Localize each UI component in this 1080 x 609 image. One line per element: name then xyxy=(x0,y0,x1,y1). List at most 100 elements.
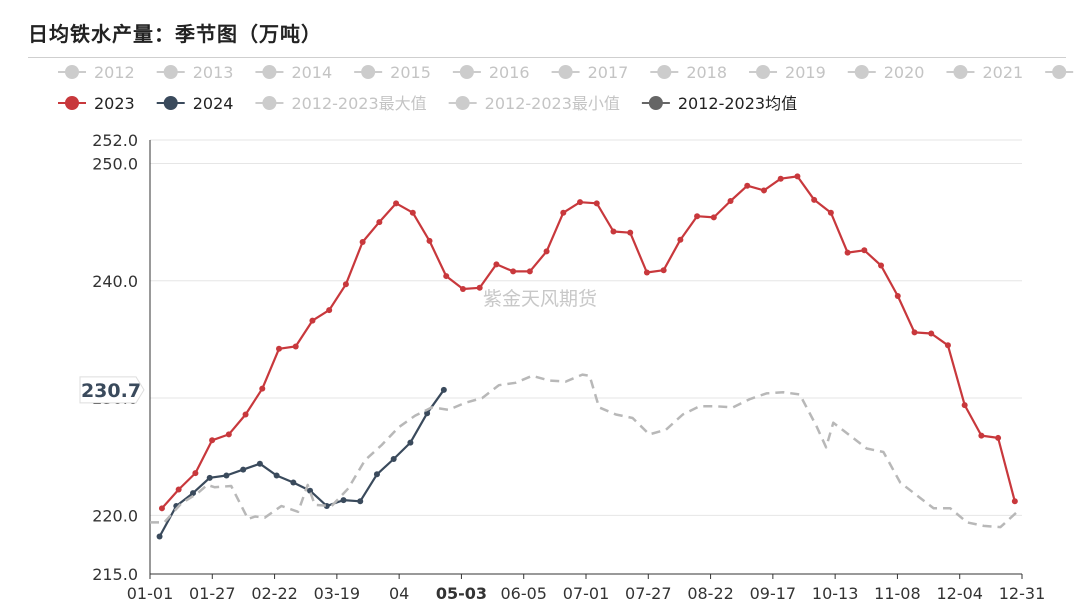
data-point xyxy=(526,268,533,275)
legend-item-2019[interactable]: 2019 xyxy=(749,63,826,82)
legend-label: 2013 xyxy=(193,63,234,82)
legend-item-2020[interactable]: 2020 xyxy=(847,63,925,82)
legend-label: 2012-2023最大值 xyxy=(291,94,426,113)
data-point xyxy=(928,330,935,337)
data-point xyxy=(407,439,414,446)
y-pointer: 230.7 xyxy=(79,376,145,404)
legend-item-2017[interactable]: 2017 xyxy=(551,63,629,82)
x-tick-label: 11-08 xyxy=(874,584,921,603)
x-tick-label: 12-31 xyxy=(999,584,1046,603)
legend-marker-icon xyxy=(262,65,277,79)
data-point xyxy=(259,385,266,392)
data-point xyxy=(326,307,333,314)
x-tick-label: 12-04 xyxy=(936,584,983,603)
x-tick-label: 04 xyxy=(389,584,409,603)
y-tick-label: 220.0 xyxy=(92,506,138,525)
legend-label: 2012-2023最小值 xyxy=(485,94,620,113)
legend-label: 2012-2023均值 xyxy=(678,94,797,113)
data-point xyxy=(440,386,447,393)
data-point xyxy=(240,466,247,473)
data-point xyxy=(543,248,550,255)
data-point xyxy=(256,460,263,467)
legend-item-2013[interactable]: 2013 xyxy=(156,63,234,82)
legend-marker-icon xyxy=(558,65,573,79)
x-tick-label: 06-05 xyxy=(500,584,547,603)
legend-item-2022[interactable]: 2022 xyxy=(1045,63,1080,82)
data-point xyxy=(660,267,667,274)
data-point xyxy=(794,173,801,180)
y-tick-label: 240.0 xyxy=(92,272,138,291)
series-line-2012-2023均值 xyxy=(150,373,1019,529)
data-point xyxy=(944,342,951,349)
y-pointer-label: 230.7 xyxy=(81,380,141,402)
series-line-2024 xyxy=(158,389,445,538)
data-point xyxy=(844,249,851,256)
data-point xyxy=(894,293,901,300)
data-point xyxy=(978,432,985,439)
legend-marker-icon xyxy=(65,96,79,110)
data-point xyxy=(373,471,380,478)
data-point xyxy=(878,262,885,269)
x-tick-label: 09-17 xyxy=(750,584,797,603)
legend-item-2012-2023均值[interactable]: 2012-2023均值 xyxy=(641,94,797,113)
legend-item-2012-2023最小值[interactable]: 2012-2023最小值 xyxy=(448,94,620,113)
data-point xyxy=(961,402,968,409)
data-point xyxy=(340,497,347,504)
legend[interactable]: 2012 2013 2014 2015 2016 2017 2018 2019 2020 2021… xyxy=(58,63,1080,113)
x-tick-label: 01-27 xyxy=(189,584,236,603)
legend-marker-icon xyxy=(459,65,474,79)
data-point xyxy=(710,214,717,221)
x-tick-label: 07-27 xyxy=(625,584,672,603)
legend-label: 2012 xyxy=(94,63,135,82)
data-point xyxy=(209,437,216,444)
data-point xyxy=(390,456,397,463)
legend-marker-icon xyxy=(657,65,672,79)
legend-item-2024[interactable]: 2024 xyxy=(156,94,234,113)
legend-item-2021[interactable]: 2021 xyxy=(946,63,1023,82)
data-point xyxy=(225,431,232,438)
legend-label: 2018 xyxy=(686,63,727,82)
legend-label: 2020 xyxy=(884,63,925,82)
legend-item-2018[interactable]: 2018 xyxy=(650,63,727,82)
legend-item-2023[interactable]: 2023 xyxy=(58,94,135,113)
data-point xyxy=(560,209,567,216)
data-point xyxy=(393,200,400,207)
data-point xyxy=(744,182,751,189)
data-point xyxy=(861,247,868,254)
legend-marker-icon xyxy=(455,96,470,110)
data-point xyxy=(777,175,784,182)
y-pointer-box xyxy=(79,376,145,404)
data-point xyxy=(424,410,431,417)
data-point xyxy=(827,209,834,216)
legend-label: 2014 xyxy=(291,63,332,82)
title-divider xyxy=(28,57,1066,58)
legend-label: 2015 xyxy=(390,63,431,82)
legend-marker-icon xyxy=(854,65,869,79)
data-point xyxy=(359,239,366,246)
data-point xyxy=(593,200,600,207)
watermark: 紫金天风期货 xyxy=(483,288,597,310)
legend-item-2014[interactable]: 2014 xyxy=(255,63,332,82)
series-group xyxy=(150,173,1019,540)
legend-label: 2017 xyxy=(588,63,629,82)
legend-item-2012-2023最大值[interactable]: 2012-2023最大值 xyxy=(255,94,427,113)
data-point xyxy=(409,209,416,216)
data-point xyxy=(1011,498,1018,505)
data-point xyxy=(156,533,163,540)
data-point xyxy=(276,345,283,352)
x-tick-label: 08-22 xyxy=(687,584,734,603)
legend-marker-icon xyxy=(648,96,663,110)
data-point xyxy=(911,329,918,336)
legend-item-2015[interactable]: 2015 xyxy=(354,63,431,82)
legend-marker-icon xyxy=(953,65,968,79)
legend-label: 2021 xyxy=(982,63,1023,82)
legend-item-2012[interactable]: 2012 xyxy=(58,63,135,82)
legend-label: 2024 xyxy=(193,94,234,113)
legend-marker-icon xyxy=(65,65,79,79)
data-point xyxy=(342,281,349,288)
data-point xyxy=(290,479,297,486)
legend-marker-icon xyxy=(262,96,277,110)
legend-marker-icon xyxy=(756,65,771,79)
legend-item-2016[interactable]: 2016 xyxy=(452,63,530,82)
